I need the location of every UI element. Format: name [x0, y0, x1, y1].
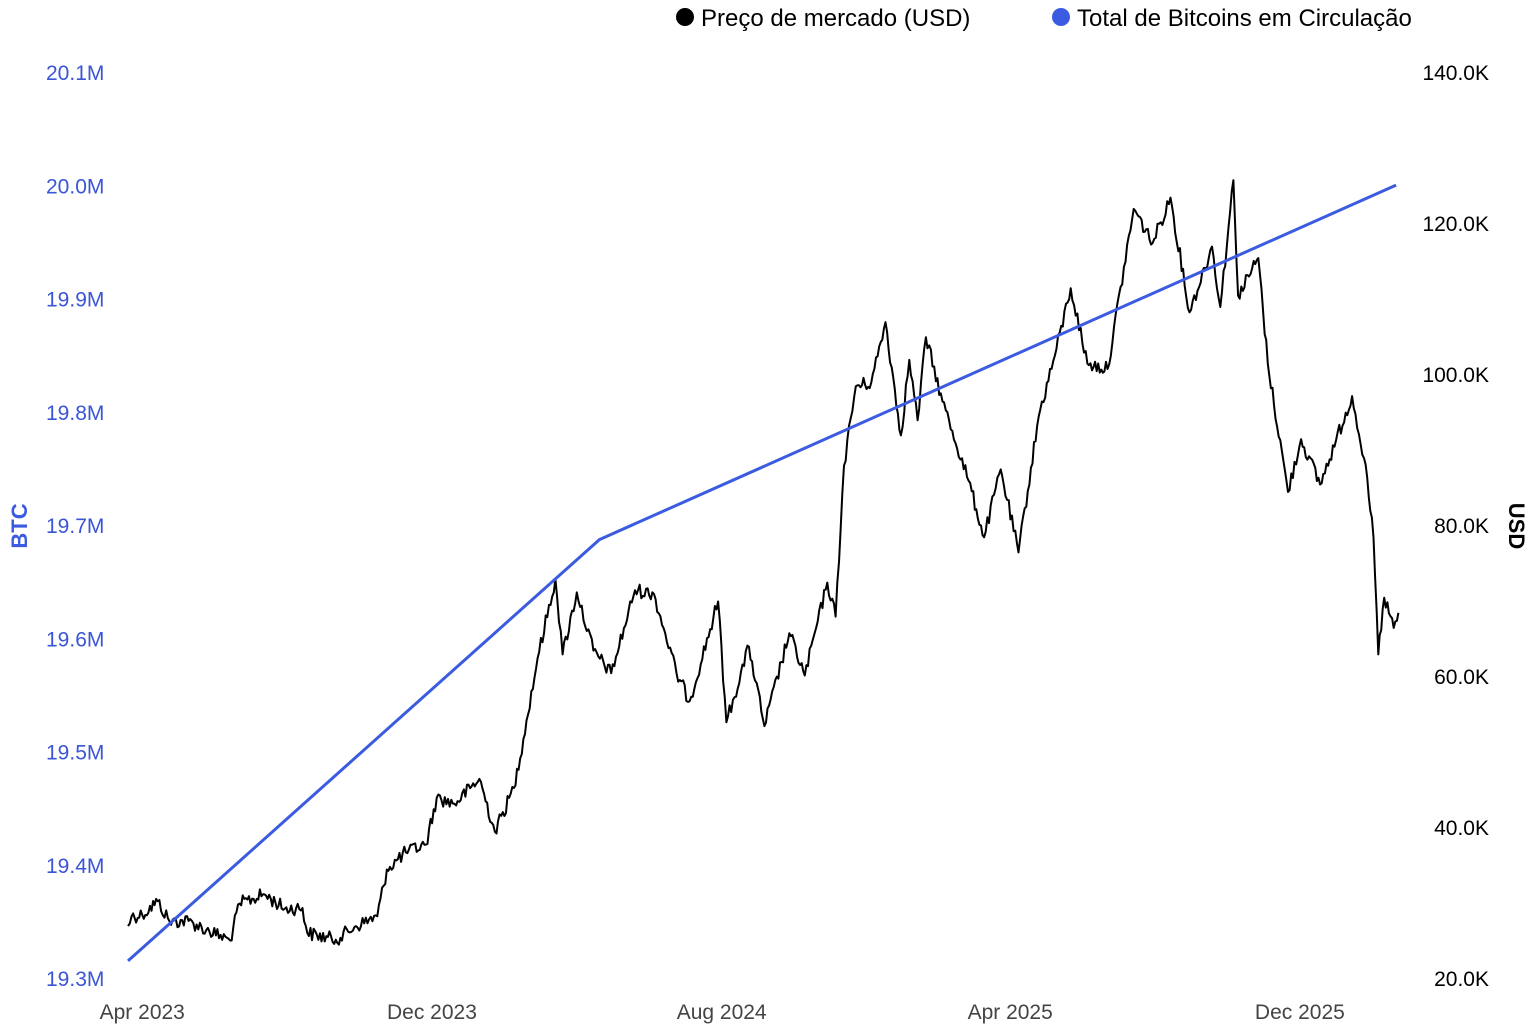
y-right-tick-label: 120.0K — [1422, 213, 1489, 236]
y-left-tick-label: 19.3M — [46, 968, 104, 991]
y-right-tick-label: 40.0K — [1434, 817, 1489, 840]
y-axis-left-title: BTC — [7, 503, 32, 548]
y-left-tick-label: 20.0M — [46, 175, 104, 198]
y-right-tick-label: 60.0K — [1434, 666, 1489, 689]
y-right-tick-label: 20.0K — [1434, 968, 1489, 991]
x-tick-label: Apr 2025 — [968, 1001, 1053, 1024]
legend-marker-price — [676, 8, 694, 26]
x-tick-label: Aug 2024 — [677, 1001, 767, 1024]
y-right-tick-label: 140.0K — [1422, 62, 1489, 85]
y-right-tick-label: 80.0K — [1434, 515, 1489, 538]
legend-label-price: Preço de mercado (USD) — [701, 5, 970, 32]
y-left-tick-label: 19.7M — [46, 515, 104, 538]
y-axis-right-title: USD — [1504, 503, 1529, 549]
price-series-line — [127, 179, 1400, 946]
y-left-tick-label: 19.6M — [46, 628, 104, 651]
series-layer — [127, 179, 1400, 963]
y-axis-left-ticks: 19.3M 19.4M 19.5M 19.6M 19.7M 19.8M 19.9M 20.0M… — [46, 62, 104, 991]
y-left-tick-label: 19.5M — [46, 742, 104, 765]
legend-label-supply: Total de Bitcoins em Circulação — [1077, 5, 1412, 32]
x-tick-label: Dec 2025 — [1255, 1001, 1345, 1024]
y-axis-right-ticks: 20.0K 40.0K 60.0K 80.0K 100.0K 120.0K 140.0K — [1422, 62, 1489, 991]
legend-marker-supply — [1052, 8, 1070, 26]
y-right-tick-label: 100.0K — [1422, 364, 1489, 387]
y-left-tick-label: 19.8M — [46, 402, 104, 425]
x-tick-label: Apr 2023 — [100, 1001, 185, 1024]
x-tick-label: Dec 2023 — [387, 1001, 477, 1024]
x-axis-ticks: Apr 2023 Dec 2023 Aug 2024 Apr 2025 Dec 2025 — [100, 1001, 1345, 1024]
y-left-tick-label: 19.9M — [46, 289, 104, 312]
supply-series-line — [127, 183, 1397, 963]
y-left-tick-label: 20.1M — [46, 62, 104, 85]
y-left-tick-label: 19.4M — [46, 855, 104, 878]
legend: Preço de mercado (USD) Total de Bitcoins… — [676, 5, 1412, 32]
